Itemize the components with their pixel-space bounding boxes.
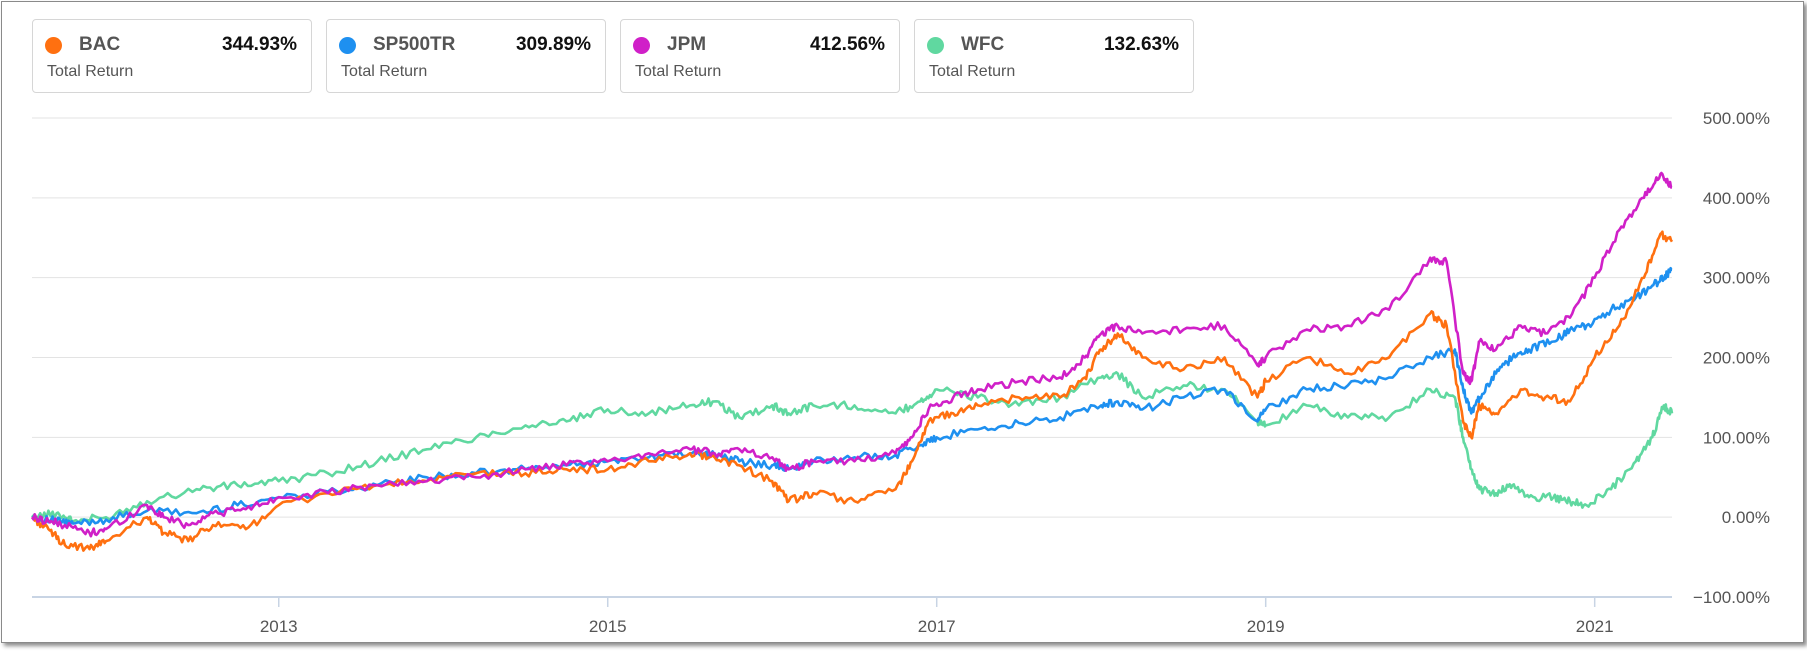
y-tick-label: 200.00% — [1703, 349, 1770, 368]
legend-card-bac[interactable]: BAC 344.93% Total Return — [32, 19, 312, 93]
legend-symbol: JPM — [667, 34, 707, 55]
y-tick-label: 100.00% — [1703, 428, 1770, 447]
legend-subtitle: Total Return — [929, 63, 1016, 80]
legend-dot — [45, 37, 62, 54]
legend: BAC 344.93% Total Return SP500TR 309.89%… — [32, 19, 1194, 93]
series-layer — [30, 171, 1674, 552]
series-line-wfc — [31, 370, 1674, 524]
y-tick-label: 0.00% — [1722, 508, 1770, 527]
series-line-bac — [31, 230, 1674, 552]
legend-subtitle: Total Return — [341, 63, 428, 80]
legend-value: 132.63% — [1103, 34, 1179, 55]
legend-subtitle: Total Return — [47, 63, 134, 80]
x-tick-label: 2019 — [1247, 617, 1285, 636]
legend-symbol: WFC — [961, 34, 1005, 55]
grid-layer — [32, 117, 1672, 518]
x-tick-label: 2013 — [260, 617, 298, 636]
legend-subtitle: Total Return — [635, 63, 722, 80]
legend-dot — [339, 37, 356, 54]
y-tick-label: 400.00% — [1703, 189, 1770, 208]
legend-card-wfc[interactable]: WFC 132.63% Total Return — [914, 19, 1194, 93]
chart-frame — [1, 1, 1804, 643]
legend-card-sp500tr[interactable]: SP500TR 309.89% Total Return — [326, 19, 606, 93]
y-tick-label: 300.00% — [1703, 269, 1770, 288]
legend-dot — [633, 37, 650, 54]
y-tick-label: −100.00% — [1693, 588, 1770, 607]
series-line-jpm — [30, 171, 1673, 538]
x-tick-label: 2017 — [918, 617, 956, 636]
legend-dot — [927, 37, 944, 54]
y-tick-label: 500.00% — [1703, 109, 1770, 128]
x-tick-label: 2015 — [589, 617, 627, 636]
legend-value: 344.93% — [221, 34, 297, 55]
axis-layer: 500.00% 400.00% 300.00% 200.00% 100.00% 0.00%… — [32, 109, 1770, 636]
legend-symbol: SP500TR — [373, 34, 456, 55]
series-line-sp500tr — [31, 266, 1673, 527]
legend-symbol: BAC — [79, 34, 121, 55]
legend-card-jpm[interactable]: JPM 412.56% Total Return — [620, 19, 900, 93]
legend-value: 412.56% — [809, 34, 885, 55]
x-tick-label: 2021 — [1576, 617, 1614, 636]
legend-value: 309.89% — [515, 34, 591, 55]
